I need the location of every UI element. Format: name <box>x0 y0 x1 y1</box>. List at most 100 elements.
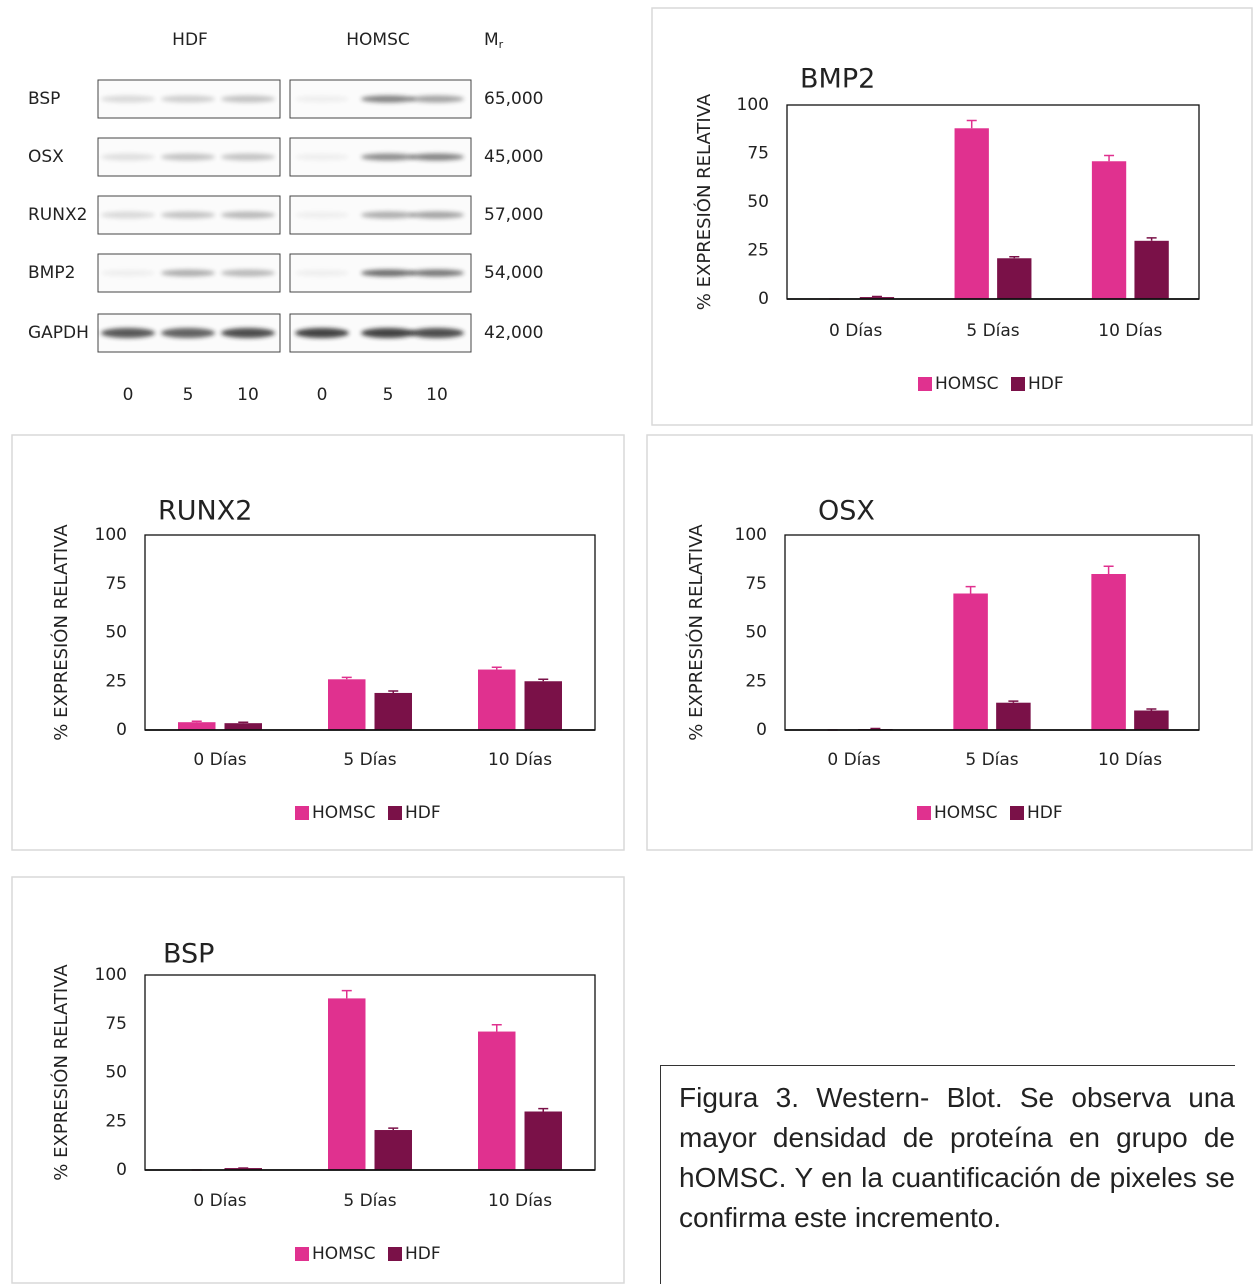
error-bar <box>966 587 976 594</box>
x-tick-label: 0 Días <box>193 1191 246 1211</box>
bar <box>225 723 263 730</box>
x-tick-label: 10 Días <box>488 1191 552 1211</box>
bar <box>328 998 366 1170</box>
bar <box>375 1130 413 1170</box>
blot-band <box>221 328 275 338</box>
y-tick-label: 75 <box>105 1014 127 1034</box>
blot-band <box>161 96 215 103</box>
legend-label: HOMSC <box>312 803 376 823</box>
legend-label: HDF <box>1027 803 1063 823</box>
group-label: HDF <box>172 30 208 50</box>
lane-label: 5 <box>383 385 394 405</box>
chart-title: BMP2 <box>800 64 875 95</box>
lane-label: 10 <box>426 385 448 405</box>
y-axis-label: % EXPRESIÓN RELATIVA <box>693 93 715 310</box>
y-tick-label: 100 <box>95 965 127 985</box>
bar <box>1092 161 1126 299</box>
error-bar <box>388 1128 398 1130</box>
chart-panel <box>647 435 1252 850</box>
error-bar <box>538 679 548 681</box>
blot-band <box>221 270 275 277</box>
blot-band <box>361 96 415 103</box>
y-tick-label: 75 <box>105 574 127 594</box>
legend-swatch <box>388 806 402 820</box>
error-bar <box>538 1109 548 1112</box>
y-tick-label: 0 <box>758 289 769 309</box>
plot-frame <box>785 535 1199 730</box>
blot-band <box>101 328 155 338</box>
error-bar <box>1008 701 1018 703</box>
error-bar <box>1147 238 1157 241</box>
chart: RUNX2% EXPRESIÓN RELATIVA02550751000 Día… <box>12 435 624 850</box>
bar <box>1134 711 1169 731</box>
blot-band <box>295 328 349 338</box>
y-tick-label: 50 <box>747 192 769 212</box>
chart-title: BSP <box>163 939 214 970</box>
page: {"western_blot": {"groups": ["HDF", "HOM… <box>0 0 1253 1284</box>
blot-band <box>410 270 464 277</box>
blot-band <box>295 212 349 219</box>
blot-band <box>295 154 349 161</box>
x-tick-label: 10 Días <box>1098 750 1162 770</box>
blot-band <box>361 270 415 277</box>
y-tick-label: 50 <box>105 1063 127 1083</box>
legend-label: HDF <box>1028 374 1064 394</box>
error-bar <box>238 722 248 723</box>
y-tick-label: 25 <box>105 671 127 691</box>
blot-band <box>161 212 215 219</box>
x-tick-label: 5 Días <box>343 750 396 770</box>
lane-label: 5 <box>183 385 194 405</box>
legend-swatch <box>1010 806 1024 820</box>
blot-band <box>361 212 415 219</box>
blot-band <box>101 212 155 219</box>
bar <box>478 1032 516 1170</box>
y-tick-label: 100 <box>95 525 127 545</box>
y-tick-label: 100 <box>737 95 769 115</box>
y-tick-label: 25 <box>747 241 769 261</box>
y-axis-label: % EXPRESIÓN RELATIVA <box>50 964 72 1181</box>
bar <box>525 681 563 730</box>
bar <box>375 693 413 730</box>
blot-band <box>410 212 464 219</box>
y-tick-label: 0 <box>756 720 767 740</box>
chart-title: OSX <box>818 496 875 527</box>
blot-band <box>161 328 215 338</box>
protein-label: RUNX2 <box>28 205 87 225</box>
error-bar <box>492 667 502 669</box>
blot-band <box>410 328 464 338</box>
error-bar <box>492 1025 502 1032</box>
blot-band <box>221 96 275 103</box>
legend-swatch <box>388 1247 402 1261</box>
x-tick-label: 5 Días <box>965 750 1018 770</box>
y-axis-label: % EXPRESIÓN RELATIVA <box>685 524 707 741</box>
legend-label: HOMSC <box>935 374 999 394</box>
mr-sub: r <box>499 38 504 51</box>
blot-band <box>295 270 349 277</box>
group-label: HOMSC <box>346 30 410 50</box>
bar <box>997 258 1031 299</box>
mr-value: 45,000 <box>484 147 543 167</box>
y-tick-label: 0 <box>116 1160 127 1180</box>
mr-value: 54,000 <box>484 263 543 283</box>
legend-swatch <box>1011 377 1025 391</box>
x-tick-label: 5 Días <box>343 1191 396 1211</box>
bar <box>478 670 516 730</box>
blot-band <box>161 154 215 161</box>
blot-band <box>410 96 464 103</box>
chart-panel <box>652 8 1252 425</box>
bar <box>1091 574 1126 730</box>
error-bar <box>342 991 352 999</box>
bar <box>178 722 216 730</box>
bar <box>1134 241 1168 299</box>
legend-label: HDF <box>405 1244 441 1264</box>
mr-value: 42,000 <box>484 323 543 343</box>
error-bar <box>342 677 352 679</box>
legend-swatch <box>295 806 309 820</box>
blot-band <box>295 96 349 103</box>
bar <box>955 128 989 299</box>
blot-band <box>410 154 464 161</box>
error-bar <box>1104 566 1114 574</box>
mr-main: M <box>484 30 499 50</box>
